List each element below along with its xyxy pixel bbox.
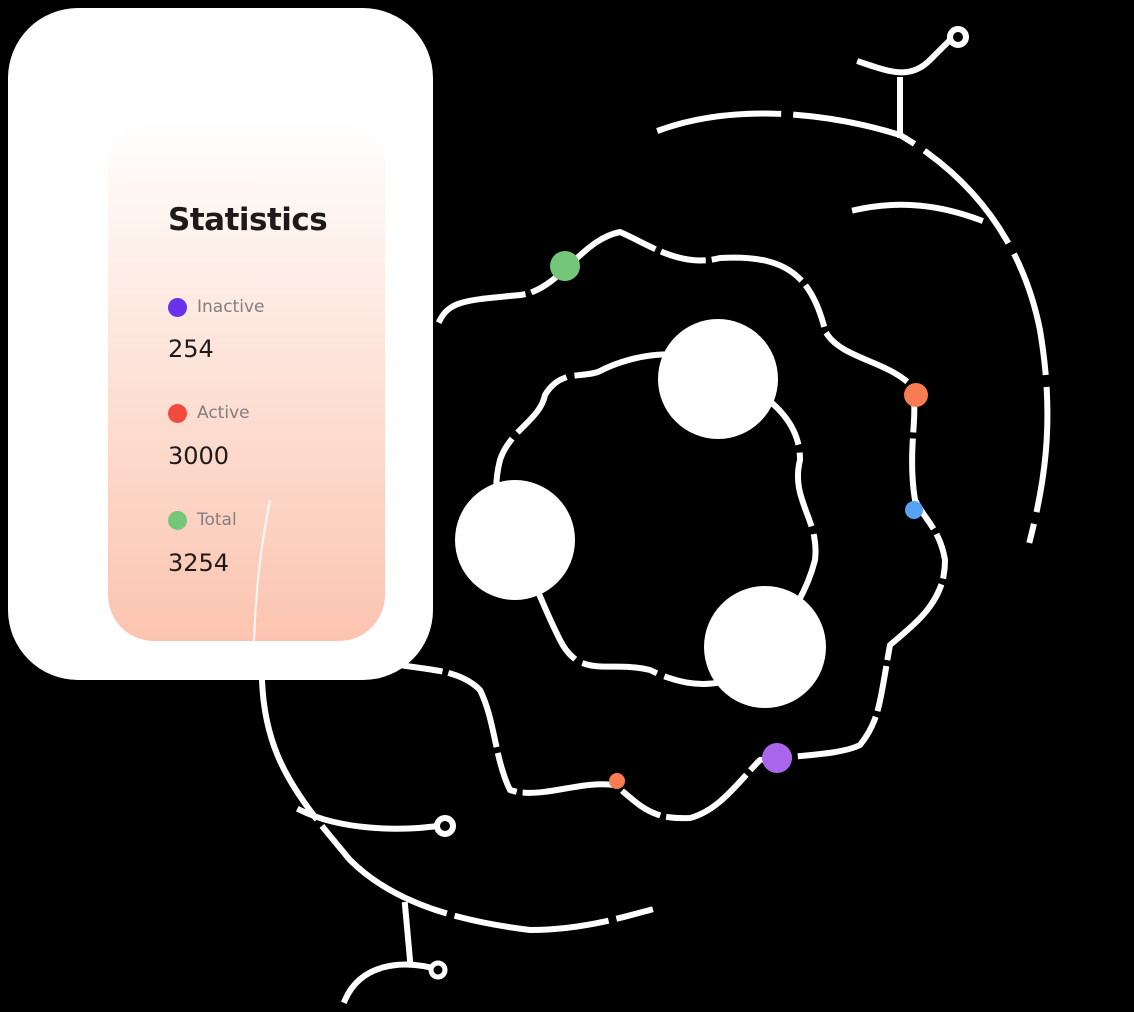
inactive-label: Inactive bbox=[197, 297, 265, 317]
inactive-value: 254 bbox=[168, 335, 214, 363]
active-label: Active bbox=[197, 403, 250, 423]
total-value: 3254 bbox=[168, 549, 230, 577]
total-dot-icon bbox=[168, 510, 187, 530]
orange-small-node bbox=[609, 773, 625, 789]
inactive-dot-icon bbox=[168, 297, 187, 317]
inner-ring bbox=[493, 351, 819, 687]
card-decoration-line bbox=[253, 499, 271, 641]
top-branch bbox=[856, 30, 960, 138]
middle-ring bbox=[396, 229, 948, 822]
large-node bbox=[455, 480, 575, 600]
purple-node bbox=[762, 743, 792, 773]
large-node bbox=[704, 586, 826, 708]
statistics-title: Statistics bbox=[168, 202, 328, 238]
orange-node bbox=[904, 383, 928, 407]
active-dot-icon bbox=[168, 403, 187, 423]
large-node bbox=[658, 319, 778, 439]
total-label: Total bbox=[197, 510, 237, 530]
green-node bbox=[550, 251, 580, 281]
legend-active: Active bbox=[168, 403, 250, 423]
blue-node bbox=[905, 501, 923, 519]
active-value: 3000 bbox=[168, 442, 230, 470]
outer-arc bbox=[656, 110, 1051, 544]
bottom-branch bbox=[258, 676, 654, 933]
legend-total: Total bbox=[168, 510, 237, 530]
legend-inactive: Inactive bbox=[168, 297, 264, 317]
statistics-card: Statistics Inactive 254 Active 3000 Tota… bbox=[108, 120, 385, 641]
